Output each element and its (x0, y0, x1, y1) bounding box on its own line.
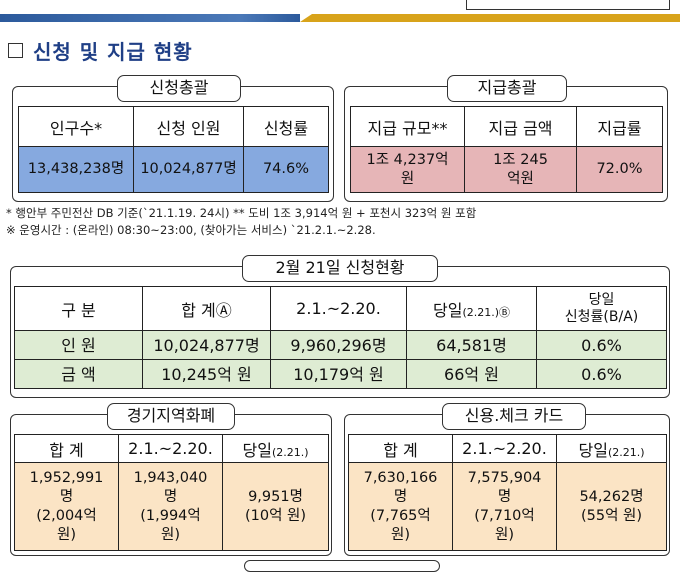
row-amount-total: 10,245억 원 (142, 359, 271, 389)
lc-total-amount-unit: 원) (57, 526, 76, 543)
payment-summary-caption: 지급총괄 (447, 75, 567, 102)
card-header-period: 2.1.~2.20. (452, 434, 557, 463)
row-people-label: 인 원 (14, 330, 143, 360)
header-today-date: (2.21.)Ⓑ (462, 305, 511, 319)
header-today-rate: 당일 신청률(B/A) (536, 286, 667, 331)
card-total-amount: (7,765억 (370, 507, 431, 524)
next-section-caption-edge (244, 560, 440, 572)
lc-period-people: 1,943,040 (133, 469, 208, 486)
card-caption: 신용.체크 카드 (442, 403, 586, 430)
header-today-label: 당일 (432, 300, 463, 320)
value-application-rate: 74.6% (243, 146, 329, 193)
value-applicants: 10,024,877명 (133, 146, 244, 193)
header-category: 구 분 (14, 286, 143, 331)
local-currency-caption: 경기지역화폐 (107, 403, 235, 430)
row-people-total: 10,024,877명 (142, 330, 271, 360)
card-period-cell: 7,575,904 명 (7,710억 원) (452, 462, 557, 551)
lc-today-cell: 9,951명 (10억 원) (222, 462, 329, 551)
card-header-total: 합 계 (348, 434, 453, 463)
header-today-rate-line1: 당일 (588, 291, 615, 308)
card-header-today-date: (2.21.) (607, 445, 645, 459)
card-total-people-unit: 명 (393, 488, 408, 505)
application-summary-table: 인구수* 신청 인원 신청률 13,438,238명 10,024,877명 7… (18, 106, 329, 193)
lc-header-today-date: (2.21.) (271, 445, 309, 459)
lc-header-today-label: 당일 (242, 440, 272, 460)
card-header-today-label: 당일 (578, 440, 608, 460)
row-amount-label: 금 액 (14, 359, 143, 389)
card-today-cell: 54,262명 (55억 원) (556, 462, 667, 551)
lc-total-cell: 1,952,991 명 (2,004억 원) (14, 462, 119, 551)
value-payment-scale: 1조 4,237억원 (350, 146, 465, 193)
header-today-b: 당일(2.21.)Ⓑ (406, 286, 537, 331)
header-applicants: 신청 인원 (133, 106, 244, 147)
row-amount-period: 10,179억 원 (270, 359, 407, 389)
row-amount-rate: 0.6% (536, 359, 667, 389)
header-payment-rate: 지급률 (576, 106, 663, 147)
header-application-rate: 신청률 (243, 106, 329, 147)
header-band-blue (0, 14, 300, 22)
lc-today-people: 9,951명 (248, 488, 303, 505)
card-period-amount-unit: 원) (495, 526, 514, 543)
lc-period-amount: (1,994억 (140, 507, 201, 524)
lc-header-period: 2.1.~2.20. (118, 434, 223, 463)
section-title: 신청 및 지급 현황 (8, 36, 193, 64)
lc-today-amount: (10억 원) (244, 507, 307, 524)
card-total-amount-unit: 원) (391, 526, 410, 543)
header-period: 2.1.~2.20. (270, 286, 407, 331)
checkbox-icon (8, 42, 23, 58)
card-period-amount: (7,710억 (474, 507, 535, 524)
card-table: 합 계 2.1.~2.20. 당일(2.21.) 7,630,166 명 (7,… (348, 434, 667, 551)
row-people-period: 9,960,296명 (270, 330, 407, 360)
daily-status-caption: 2월 21일 신청현황 (242, 255, 438, 282)
row-people-today: 64,581명 (406, 330, 537, 360)
header-population: 인구수* (18, 106, 134, 147)
footnote-2: ※ 운영시간 : (온라인) 08:30~23:00, (찾아가는 서비스) `… (6, 223, 376, 237)
page-title: 신청 및 지급 현황 (33, 39, 193, 64)
card-header-today: 당일(2.21.) (556, 434, 667, 463)
lc-header-total: 합 계 (14, 434, 119, 463)
top-frame (466, 0, 670, 10)
header-total-a: 합 계Ⓐ (142, 286, 271, 331)
card-total-people: 7,630,166 (363, 469, 438, 486)
lc-period-people-unit: 명 (163, 488, 178, 505)
footnote-1: * 행안부 주민전산 DB 기준(`21.1.19. 24시) ** 도비 1조… (6, 206, 477, 220)
lc-header-today: 당일(2.21.) (222, 434, 329, 463)
payment-summary-table: 지급 규모** 지급 금액 지급률 1조 4,237억원 1조 245억원 72… (350, 106, 663, 193)
value-population: 13,438,238명 (18, 146, 134, 193)
row-amount-today: 66억 원 (406, 359, 537, 389)
header-band-gold (300, 14, 680, 22)
lc-period-amount-unit: 원) (161, 526, 180, 543)
card-total-cell: 7,630,166 명 (7,765억 원) (348, 462, 453, 551)
card-today-amount: (55억 원) (580, 507, 643, 524)
lc-period-cell: 1,943,040 명 (1,994억 원) (118, 462, 223, 551)
header-payment-amount: 지급 금액 (464, 106, 577, 147)
value-payment-rate: 72.0% (576, 146, 663, 193)
lc-total-amount: (2,004억 (36, 507, 97, 524)
lc-total-people-unit: 명 (59, 488, 74, 505)
application-summary-caption: 신청총괄 (117, 75, 241, 102)
row-people-rate: 0.6% (536, 330, 667, 360)
header-today-rate-line2: 신청률(B/A) (564, 308, 639, 325)
local-currency-table: 합 계 2.1.~2.20. 당일(2.21.) 1,952,991 명 (2,… (14, 434, 329, 551)
card-period-people-unit: 명 (497, 488, 512, 505)
card-period-people: 7,575,904 (467, 469, 542, 486)
lc-total-people: 1,952,991 (29, 469, 104, 486)
card-today-people: 54,262명 (579, 488, 644, 505)
daily-status-table: 구 분 합 계Ⓐ 2.1.~2.20. 당일(2.21.)Ⓑ 당일 신청률(B/… (14, 286, 667, 389)
header-payment-scale: 지급 규모** (350, 106, 465, 147)
value-payment-amount: 1조 245억원 (464, 146, 577, 193)
